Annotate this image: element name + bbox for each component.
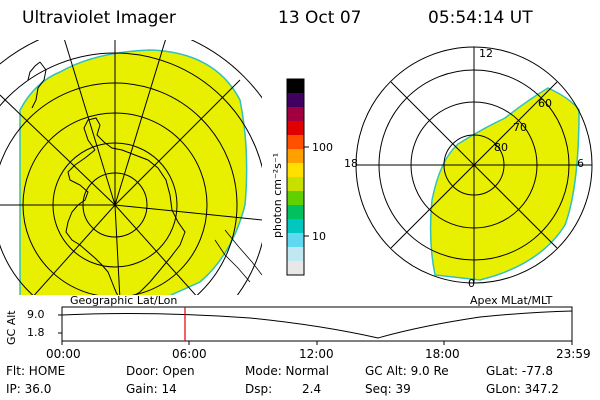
color-bar — [286, 78, 309, 276]
date-label: 13 Oct 07 — [278, 8, 362, 28]
south-america-coastline — [27, 61, 47, 109]
x-tick-2359: 23:59 — [556, 347, 591, 361]
colorbar-tick-100: 100 — [312, 141, 333, 154]
mlt-label-6: 6 — [577, 157, 584, 170]
mlat-label-80: 80 — [494, 141, 508, 154]
glat-info: GLat: -77.8 — [486, 364, 553, 378]
seq-info: Seq: 39 — [365, 382, 411, 396]
geographic-map — [0, 40, 262, 295]
gain-info: Gain: 14 — [126, 382, 177, 396]
antarctica-coastline — [65, 117, 186, 295]
altitude-curve — [61, 310, 573, 339]
time-label: 05:54:14 UT — [428, 8, 533, 28]
colorbar-label: photon cm⁻²s⁻¹ — [271, 152, 284, 238]
colorbar-tick-10: 10 — [312, 230, 326, 243]
x-tick-0000: 00:00 — [46, 347, 81, 361]
glon-info: GLon: 347.2 — [486, 382, 559, 396]
ip-info: IP: 36.0 — [6, 382, 52, 396]
mlat-label-70: 70 — [513, 121, 527, 134]
flight-info: Flt: HOME — [6, 364, 66, 378]
geographic-panel-label: Geographic Lat/Lon — [70, 294, 178, 307]
x-tick-0600: 06:00 — [172, 347, 207, 361]
auroral-image-fill — [19, 49, 248, 295]
altitude-timeline — [58, 306, 573, 345]
ice-shelf-lines — [214, 229, 262, 283]
dsp-value: 2.4 — [302, 382, 322, 396]
x-tick-1200: 12:00 — [299, 347, 334, 361]
mlt-label-0: 0 — [468, 277, 475, 290]
y-tick-1-8: 1.8 — [27, 326, 45, 339]
mode-info: Mode: Normal — [245, 364, 329, 378]
app-title: Ultraviolet Imager — [22, 8, 176, 28]
mlt-label-12: 12 — [479, 47, 493, 60]
door-info: Door: Open — [126, 364, 195, 378]
polar-plot — [355, 46, 593, 284]
apex-panel-label: Apex MLat/MLT — [470, 294, 553, 307]
lon-lines — [0, 40, 262, 295]
polar-auroral-fill — [429, 87, 580, 281]
mlt-label-18: 18 — [344, 157, 358, 170]
y-tick-9: 9.0 — [27, 308, 45, 321]
dsp-label: Dsp: — [245, 382, 273, 396]
x-tick-1800: 18:00 — [425, 347, 460, 361]
mlat-label-60: 60 — [538, 97, 552, 110]
gc-alt-axis-label: GC Alt — [5, 310, 18, 345]
gc-alt-info: GC Alt: 9.0 Re — [365, 364, 449, 378]
